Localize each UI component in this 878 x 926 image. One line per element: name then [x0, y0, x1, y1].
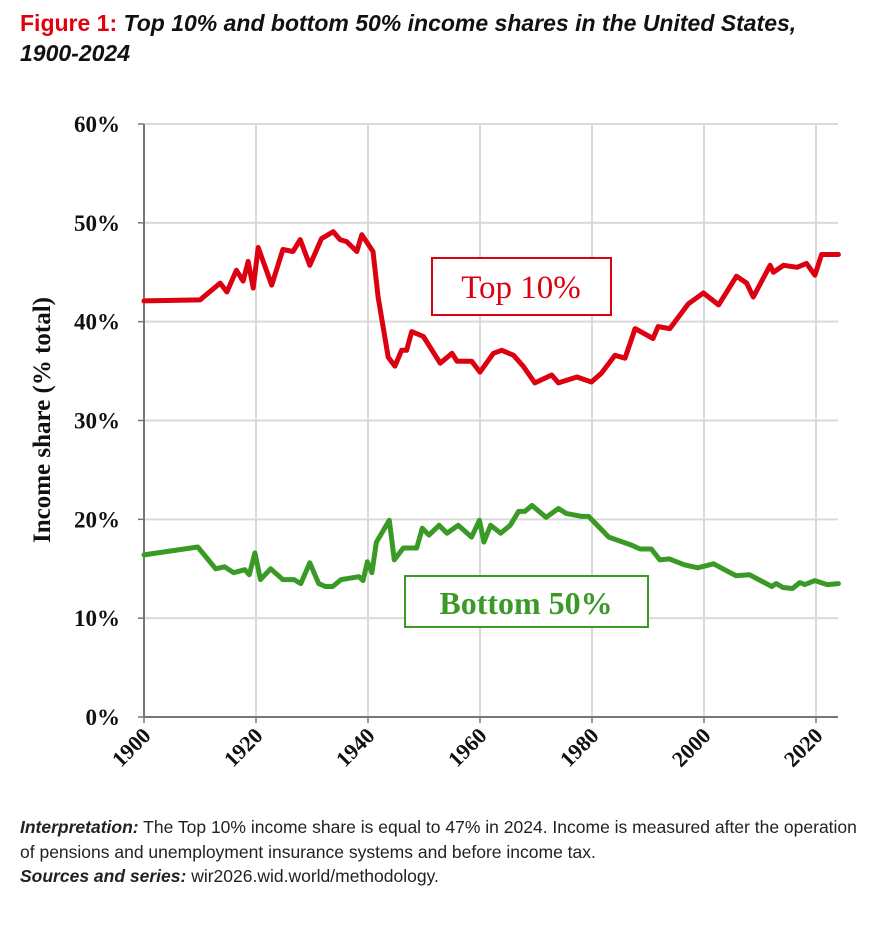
axes: [138, 123, 838, 723]
figure-notes: Interpretation: The Top 10% income share…: [20, 815, 865, 889]
interpretation-note: Interpretation: The Top 10% income share…: [20, 815, 865, 864]
interpretation-label: Interpretation:: [20, 817, 139, 837]
y-tick-label: 10%: [74, 606, 120, 631]
annotation-bottom50: Bottom 50%: [404, 575, 649, 628]
x-tick-label: 2020: [779, 723, 828, 772]
y-tick-label: 50%: [74, 211, 120, 236]
gridlines: [144, 123, 838, 717]
y-tick-label: 40%: [74, 310, 120, 335]
annotation-top10: Top 10%: [431, 257, 612, 316]
x-tick-label: 1940: [331, 723, 380, 772]
figure-title: Figure 1: Top 10% and bottom 50% income …: [20, 8, 860, 68]
y-tick-label: 20%: [74, 507, 120, 532]
series-line-bottom-50: [141, 503, 841, 591]
annotation-bottom50-label: Bottom 50%: [439, 585, 612, 621]
y-axis-title: Income share (% total): [29, 297, 56, 543]
sources-text: wir2026.wid.world/methodology.: [186, 866, 439, 886]
series-line-top-10: [141, 229, 841, 386]
sources-label: Sources and series:: [20, 866, 187, 886]
annotation-top10-label: Top 10%: [461, 270, 581, 306]
sources-note: Sources and series: wir2026.wid.world/me…: [20, 864, 865, 889]
y-tick-label: 60%: [74, 112, 120, 137]
x-tick-label: 1920: [219, 723, 268, 772]
series-lines: [141, 229, 841, 591]
tick-labels: 0% 10% 20% 30% 40% 50% 60% 1900 1920 1940 1960 1980…: [74, 112, 828, 772]
x-tick-label: 2000: [667, 723, 716, 772]
x-tick-label: 1900: [107, 723, 156, 772]
figure-label: Figure 1:: [20, 10, 118, 36]
x-tick-label: 1980: [555, 723, 604, 772]
figure-title-text: Top 10% and bottom 50% income shares in …: [20, 10, 797, 66]
interpretation-text: The Top 10% income share is equal to 47%…: [20, 817, 857, 862]
y-tick-label: 30%: [74, 409, 120, 434]
x-tick-label: 1960: [443, 723, 492, 772]
y-tick-label: 0%: [86, 705, 121, 730]
